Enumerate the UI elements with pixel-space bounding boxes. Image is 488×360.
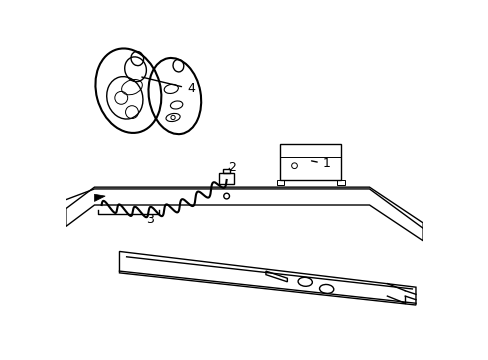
Text: 1: 1 xyxy=(311,157,330,170)
Text: 3: 3 xyxy=(145,213,153,226)
Text: 2: 2 xyxy=(227,161,235,174)
Text: 4: 4 xyxy=(142,77,194,95)
Polygon shape xyxy=(94,194,105,202)
